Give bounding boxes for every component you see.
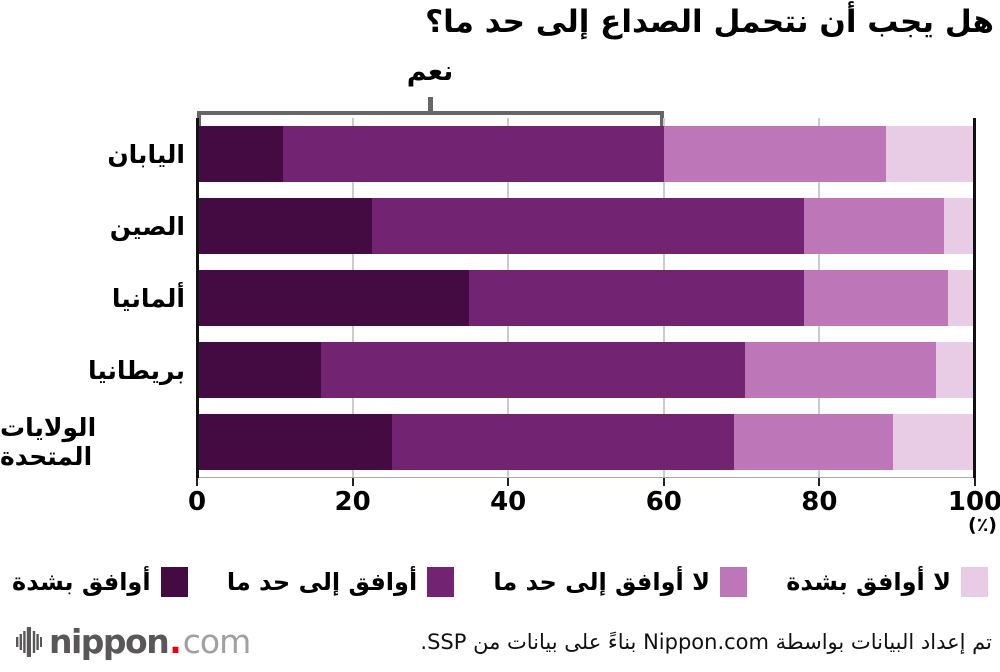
- stacked-bar: [197, 126, 975, 182]
- x-tick-mark: [196, 478, 198, 486]
- stacked-bar: [197, 270, 975, 326]
- x-tick-label: 100: [947, 487, 1000, 517]
- bar-segment: [197, 198, 373, 254]
- waveform-icon: [16, 626, 42, 657]
- footer: nippon. com تم إعداد البيانات بواسطة Nipp…: [0, 616, 1000, 672]
- x-tick-mark: [507, 478, 510, 486]
- x-tick-mark: [818, 478, 821, 486]
- bar-segment: [372, 198, 804, 254]
- yes-bracket: [197, 111, 664, 127]
- bar-segment: [885, 126, 975, 182]
- left-axis-line: [196, 118, 199, 478]
- bar-segment: [803, 270, 948, 326]
- logo-text-nippon: nippon: [49, 622, 170, 661]
- x-tick-label: 60: [645, 487, 682, 517]
- category-label: بريطانيا: [87, 355, 185, 385]
- legend: لا أوافق بشدة لا أوافق إلى حد ما أوافق إلى…: [0, 556, 1000, 608]
- bracket-stem: [428, 97, 433, 113]
- category-label: الولايات المتحدة: [0, 413, 97, 471]
- bar-segment: [745, 342, 937, 398]
- bar-row: [197, 118, 975, 190]
- x-tick-label: 40: [490, 487, 527, 517]
- legend-swatch: [160, 567, 188, 597]
- legend-item: لا أوافق إلى حد ما: [493, 567, 747, 597]
- x-tick-mark: [662, 478, 665, 486]
- stacked-bar: [197, 198, 975, 254]
- category-label: اليابان: [107, 139, 185, 169]
- x-tick-mark: [974, 478, 976, 486]
- legend-item: أوافق إلى حد ما: [226, 567, 455, 597]
- bar-segment: [943, 198, 975, 254]
- bar-segment: [197, 342, 322, 398]
- bar-segment: [803, 198, 944, 254]
- logo-red-dot: .: [169, 622, 182, 661]
- x-axis-baseline: [197, 477, 975, 478]
- bar-segment: [936, 342, 975, 398]
- bar-segment: [893, 414, 975, 470]
- bar-segment: [197, 270, 470, 326]
- legend-swatch: [719, 567, 747, 597]
- stacked-bar: [197, 342, 975, 398]
- legend-label: أوافق بشدة: [12, 568, 151, 596]
- bar-row: [197, 262, 975, 334]
- legend-item: لا أوافق بشدة: [786, 567, 988, 597]
- x-tick-mark: [351, 478, 354, 486]
- stacked-bar: [197, 414, 975, 470]
- legend-item: أوافق بشدة: [12, 567, 188, 597]
- bar-row: [197, 406, 975, 478]
- legend-label: أوافق إلى حد ما: [226, 568, 418, 596]
- bar-row: [197, 190, 975, 262]
- legend-label: لا أوافق بشدة: [786, 568, 951, 596]
- bar-segment: [321, 342, 746, 398]
- plot-area: [196, 118, 976, 478]
- bar-row: [197, 334, 975, 406]
- bar-segment: [733, 414, 894, 470]
- logo-text-com: com: [182, 622, 251, 661]
- category-label: الصين: [109, 211, 185, 241]
- category-label: ألمانيا: [111, 283, 185, 313]
- bracket-label: نعم: [406, 56, 454, 87]
- attribution-text: تم إعداد البيانات بواسطة Nippon.com بناء…: [420, 630, 992, 654]
- chart-title: هل يجب أن نتحمل الصداع إلى حد ما؟: [425, 4, 994, 40]
- bar-segment: [197, 414, 392, 470]
- bar-segment: [469, 270, 804, 326]
- legend-swatch: [961, 567, 988, 597]
- bar-segment: [282, 126, 664, 182]
- bar-segment: [947, 270, 975, 326]
- right-axis-line: [973, 118, 976, 478]
- legend-swatch: [427, 567, 455, 597]
- legend-label: لا أوافق إلى حد ما: [493, 568, 710, 596]
- x-tick-label: 80: [801, 487, 838, 517]
- axis-unit-label: (٪): [968, 514, 997, 536]
- bar-segment: [391, 414, 734, 470]
- x-tick-label: 20: [334, 487, 371, 517]
- nippon-logo: nippon. com: [16, 622, 251, 661]
- bar-segment: [197, 126, 283, 182]
- x-tick-label: 0: [187, 487, 207, 517]
- bar-segment: [663, 126, 886, 182]
